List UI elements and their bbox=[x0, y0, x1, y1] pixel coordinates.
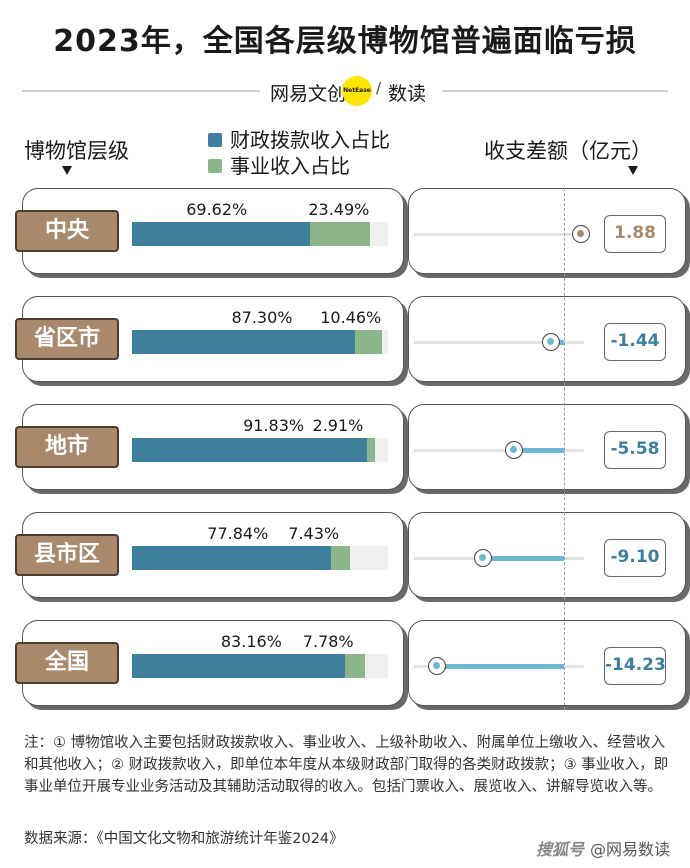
legend-item-business: 事业收入占比 bbox=[208, 150, 350, 179]
brand-logo: 网易文创 NetEase / 数读 bbox=[270, 76, 450, 106]
balance-value-label: 1.88 bbox=[604, 215, 666, 253]
balance-point bbox=[542, 333, 561, 351]
footnote: 注：① 博物馆收入主要包括财政拨款收入、事业收入、上级补助收入、附属单位上缴收入… bbox=[24, 735, 669, 795]
bar-finance bbox=[132, 438, 368, 462]
watermark-account: @网易数读 bbox=[590, 840, 671, 859]
legend-label-finance: 财政拨款收入占比 bbox=[230, 128, 390, 152]
level-header-arrow-icon bbox=[62, 166, 72, 175]
data-label-finance: 83.16% bbox=[220, 632, 282, 651]
data-label-finance: 87.30% bbox=[231, 308, 293, 327]
balance-point bbox=[571, 225, 590, 243]
balance-point bbox=[473, 549, 492, 567]
data-label-finance: 91.83% bbox=[243, 416, 305, 435]
balance-point bbox=[505, 441, 524, 459]
legend-swatch-finance bbox=[208, 133, 222, 147]
brand-slash: / bbox=[376, 79, 382, 97]
brand-divider-left bbox=[22, 90, 260, 92]
bar-business bbox=[367, 438, 375, 462]
data-source: 数据来源：《中国文化文物和旅游统计年鉴2024》 bbox=[24, 831, 344, 847]
legend-swatch-business bbox=[208, 159, 222, 173]
balance-value-label: -14.23 bbox=[604, 647, 666, 685]
row-category-label: 省区市 bbox=[15, 318, 119, 360]
balance-value-label: -5.58 bbox=[604, 431, 666, 469]
brand-name-left: 网易文创 bbox=[270, 83, 347, 105]
legend-item-finance: 财政拨款收入占比 bbox=[208, 124, 390, 153]
bar-business bbox=[331, 546, 351, 570]
data-label-business: 2.91% bbox=[312, 416, 364, 435]
balance-track bbox=[414, 233, 584, 236]
legend-label-business: 事业收入占比 bbox=[230, 154, 350, 178]
row-panel-right bbox=[408, 512, 686, 598]
data-label-business: 7.43% bbox=[288, 524, 340, 543]
chart-row: 中央 69.62% 23.49% 1.88 bbox=[15, 188, 690, 278]
data-label-business: 23.49% bbox=[308, 200, 370, 219]
balance-point bbox=[428, 657, 446, 675]
chart-row: 省区市 87.30% 10.46% -1.44 bbox=[15, 296, 690, 386]
data-label-finance: 69.62% bbox=[186, 200, 248, 219]
bar-finance bbox=[132, 546, 332, 570]
balance-value-label: -1.44 bbox=[604, 323, 666, 361]
level-header: 博物馆层级 bbox=[24, 139, 129, 163]
watermark: 搜狐号 @网易数读 bbox=[536, 836, 670, 860]
brand-row: 网易文创 NetEase / 数读 bbox=[22, 76, 668, 106]
chart-title: 2023年，全国各层级博物馆普遍面临亏损 bbox=[53, 24, 637, 59]
bar-finance bbox=[132, 654, 345, 678]
chart-row: 地市 91.83% 2.91% -5.58 bbox=[15, 404, 690, 494]
data-label-business: 10.46% bbox=[320, 308, 382, 327]
brand-badge-icon: NetEase bbox=[342, 76, 372, 106]
balance-header-arrow-icon bbox=[628, 166, 638, 175]
balance-track bbox=[414, 449, 584, 452]
data-label-business: 7.78% bbox=[302, 632, 354, 651]
bar-finance bbox=[132, 330, 356, 354]
bar-business bbox=[344, 654, 365, 678]
balance-value-label: -9.10 bbox=[604, 539, 666, 577]
watermark-platform: 搜狐号 bbox=[536, 840, 585, 859]
zero-reference-line bbox=[564, 188, 565, 710]
bar-business bbox=[355, 330, 383, 354]
row-category-label: 全国 bbox=[15, 642, 119, 684]
balance-track bbox=[414, 341, 584, 344]
chart-row: 全国 83.16% 7.78% -14.23 bbox=[15, 620, 690, 710]
row-category-label: 地市 bbox=[15, 426, 119, 468]
bar-business bbox=[310, 222, 371, 246]
row-category-label: 县市区 bbox=[15, 534, 119, 576]
brand-name-right: 数读 bbox=[388, 83, 427, 105]
brand-divider-right bbox=[442, 90, 668, 92]
balance-segment bbox=[482, 556, 564, 561]
balance-segment bbox=[437, 664, 564, 669]
row-category-label: 中央 bbox=[15, 210, 119, 252]
balance-header: 收支差额（亿元） bbox=[484, 139, 652, 163]
bar-finance bbox=[132, 222, 311, 246]
data-label-finance: 77.84% bbox=[207, 524, 269, 543]
chart-row: 县市区 77.84% 7.43% -9.10 bbox=[15, 512, 690, 602]
balance-segment bbox=[514, 448, 564, 453]
